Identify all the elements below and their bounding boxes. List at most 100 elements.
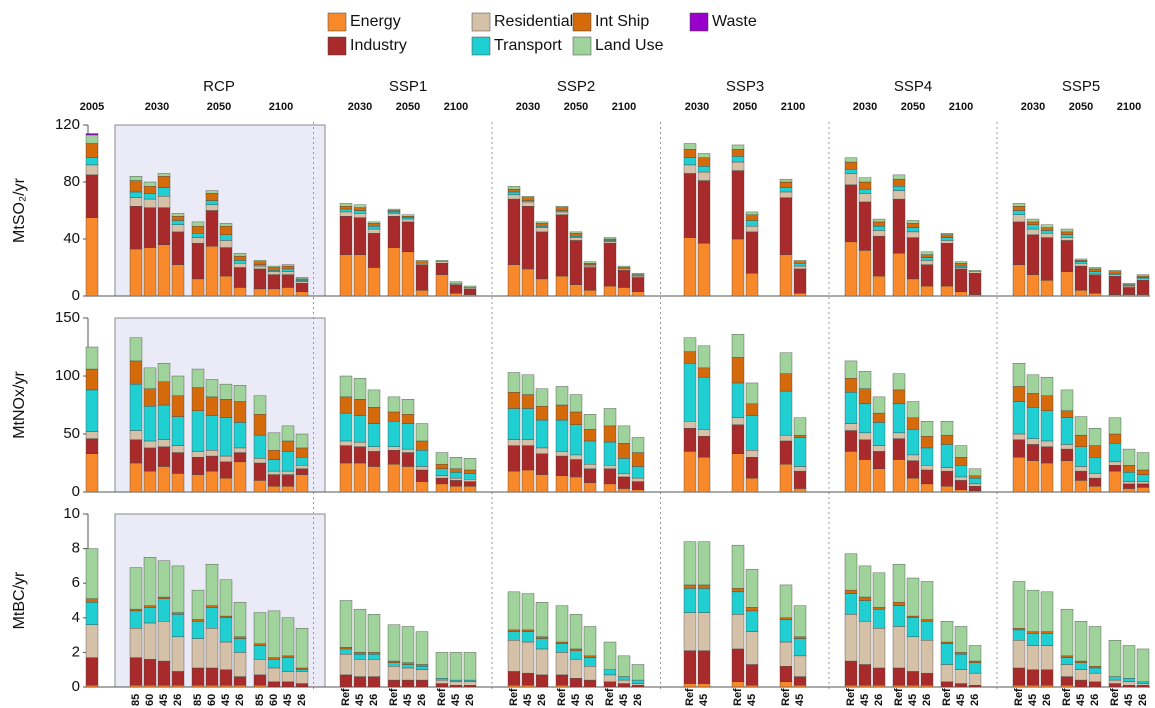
bar-segment: [85, 602, 99, 625]
bar-segment: [367, 614, 381, 653]
bar-segment: [253, 414, 267, 436]
bar-segment: [219, 275, 233, 297]
bar-segment: [1040, 440, 1054, 447]
bar-segment: [631, 685, 645, 688]
bar-segment: [617, 488, 631, 493]
bar-segment: [731, 453, 745, 493]
x-tick-label: Ref: [1013, 688, 1025, 706]
y-tick-label: 10: [63, 505, 80, 522]
bar-segment: [1108, 679, 1122, 684]
bar-segment: [683, 143, 697, 150]
bar-segment: [1040, 631, 1054, 634]
bar-segment: [233, 638, 247, 653]
bar-segment: [1040, 591, 1054, 632]
bar-segment: [219, 240, 233, 248]
y-tick-label: 120: [55, 116, 80, 133]
bar-segment: [463, 685, 477, 688]
bar-segment: [281, 617, 295, 657]
bar-segment: [555, 275, 569, 297]
bar-segment: [143, 405, 157, 442]
bar-segment: [401, 664, 415, 669]
bar-segment: [387, 421, 401, 447]
bar-segment: [858, 600, 872, 622]
bar-segment: [143, 367, 157, 389]
bar-segment: [401, 214, 415, 217]
bar-segment: [521, 200, 535, 203]
year-label: 2100: [1117, 101, 1141, 113]
bar-segment: [617, 287, 631, 297]
bar-segment: [253, 395, 267, 415]
bar-segment: [1040, 233, 1054, 238]
bar-segment: [1108, 270, 1122, 272]
bar-segment: [1012, 363, 1026, 387]
bar-segment: [281, 425, 295, 442]
y-axis-label: MtBC/yr: [11, 571, 28, 629]
bar-segment: [569, 424, 583, 456]
bar-segment: [191, 621, 205, 639]
bar-segment: [85, 346, 99, 370]
bar-segment: [463, 294, 477, 297]
bar-segment: [1088, 267, 1102, 270]
bar-segment: [555, 404, 569, 421]
bar-segment: [892, 626, 906, 669]
bar-segment: [463, 473, 477, 480]
bar-segment: [85, 133, 99, 136]
bar-segment: [521, 629, 535, 632]
bar-segment: [1122, 645, 1136, 679]
bar-segment: [1122, 448, 1136, 466]
bar-segment: [892, 198, 906, 254]
bar-segment: [583, 290, 597, 297]
bar-segment: [1074, 446, 1088, 467]
bar-segment: [435, 483, 449, 493]
bar-segment: [507, 408, 521, 441]
bar-segment: [858, 177, 872, 183]
bar-segment: [745, 450, 759, 458]
bar-segment: [603, 669, 617, 676]
bar-segment: [253, 674, 267, 686]
bar-segment: [1026, 438, 1040, 445]
bar-segment: [205, 450, 219, 457]
bar-segment: [1088, 672, 1102, 683]
bar-segment: [617, 443, 631, 459]
bar-segment: [583, 414, 597, 430]
bar-segment: [793, 260, 807, 262]
bar-segment: [435, 260, 449, 262]
bar-segment: [339, 215, 353, 255]
bar-segment: [872, 221, 886, 227]
x-tick-label: 26: [584, 694, 596, 706]
bar-segment: [697, 171, 711, 181]
bar-segment: [793, 638, 807, 657]
bar-segment: [253, 265, 267, 270]
bar-segment: [844, 660, 858, 686]
bar-segment: [463, 288, 477, 295]
bar-segment: [143, 607, 157, 624]
bar-segment: [253, 643, 267, 646]
bar-segment: [521, 394, 535, 409]
bar-segment: [129, 383, 143, 431]
bar-segment: [521, 631, 535, 643]
bar-segment: [1040, 446, 1054, 464]
x-tick-label: Ref: [388, 688, 400, 706]
bar-segment: [191, 474, 205, 493]
bar-segment: [253, 480, 267, 493]
x-tick-label: 45: [220, 694, 232, 706]
bar-segment: [449, 282, 463, 285]
bar-segment: [683, 351, 697, 364]
bar-segment: [535, 278, 549, 297]
bar-segment: [892, 389, 906, 405]
bar-segment: [954, 457, 968, 466]
bar-segment: [954, 268, 968, 292]
bar-segment: [129, 337, 143, 362]
bar-segment: [205, 627, 219, 669]
bar-segment: [507, 671, 521, 686]
bar-segment: [157, 598, 171, 622]
bar-segment: [205, 605, 219, 608]
bar-segment: [233, 267, 247, 288]
bar-segment: [940, 664, 954, 683]
bar-segment: [1040, 227, 1054, 231]
bar-segment: [295, 669, 309, 672]
bar-segment: [233, 447, 247, 453]
bar-segment: [1136, 278, 1150, 281]
